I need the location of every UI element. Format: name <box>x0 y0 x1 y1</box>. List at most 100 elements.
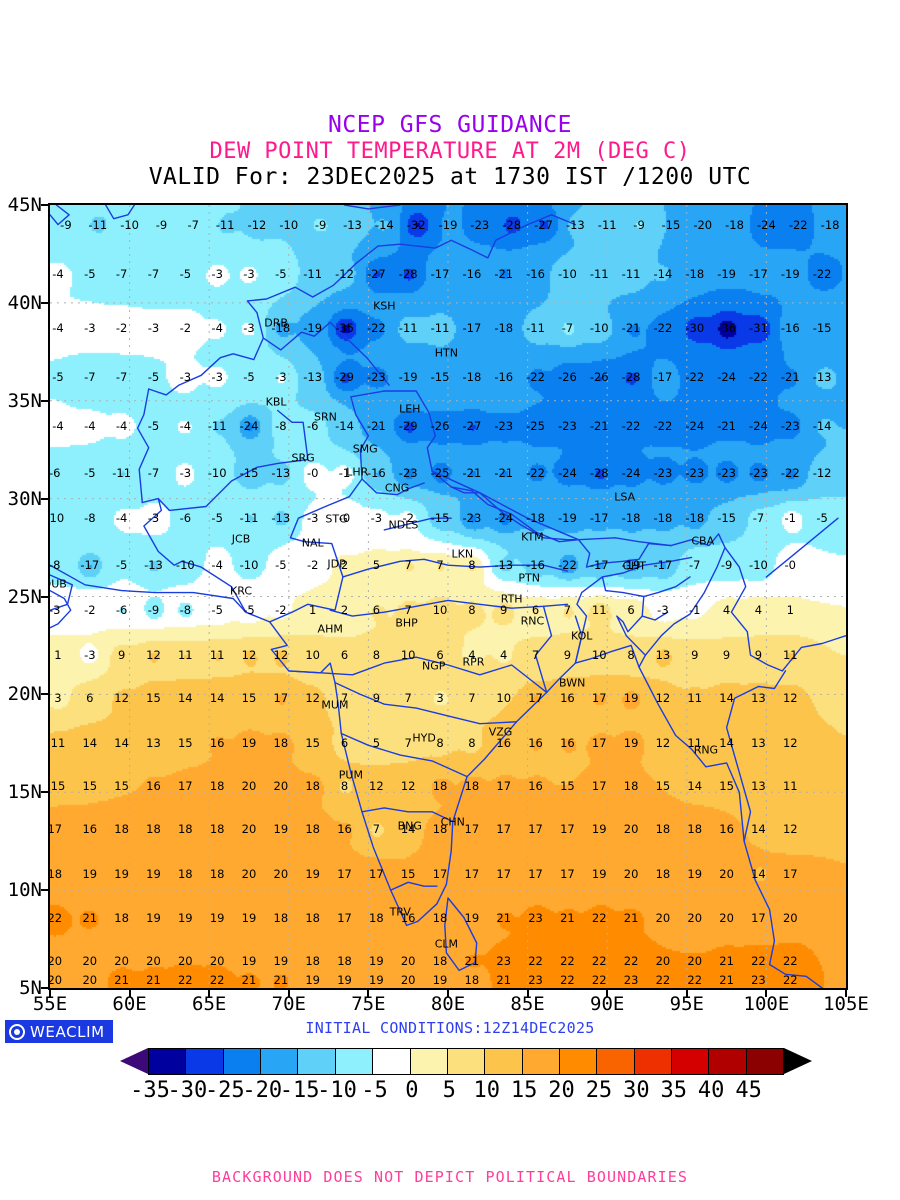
grid-value-label: 15 <box>400 867 416 882</box>
city-label: SRN <box>313 410 337 424</box>
grid-value-label: 19 <box>177 910 193 925</box>
grid-value-label: -19 <box>717 266 736 281</box>
grid-value-label: -15 <box>430 511 450 526</box>
grid-value-label: -3 <box>306 511 319 526</box>
grid-value-label: -18 <box>494 321 514 336</box>
city-label: NGP <box>421 659 446 673</box>
grid-value-label: 14 <box>209 691 225 706</box>
grid-value-label: -8 <box>275 419 287 434</box>
colorbar-tick-labels: -35 -30 -25 -20 -15 -10 -5 0 5 10 15 20 25 30 35 40 45 <box>120 1078 812 1104</box>
colorbar-tick: 35 <box>660 1078 688 1103</box>
grid-value-label: -29 <box>398 419 418 434</box>
colorbar-tick: 30 <box>623 1078 650 1103</box>
variable-title: DEW POINT TEMPERATURE AT 2M (DEG C) <box>209 138 691 164</box>
grid-value-label: 23 <box>528 973 543 988</box>
colorbar-cell-12 <box>597 1049 635 1074</box>
grid-value-label: 5 <box>372 558 381 573</box>
grid-value-label: -4 <box>84 419 96 434</box>
city-label: KTM <box>521 530 544 544</box>
grid-value-label: -2 <box>179 321 192 336</box>
grid-value-label: -3 <box>179 370 192 385</box>
grid-value-label: -4 <box>115 419 128 434</box>
grid-value-label: -15 <box>717 511 736 526</box>
grid-value-label: 23 <box>496 953 512 968</box>
grid-value-label: -23 <box>685 466 705 481</box>
grid-value-label: 10 <box>400 648 416 663</box>
city-label: DRB <box>264 316 288 330</box>
colorbar-tick: -10 <box>317 1078 357 1103</box>
grid-value-label: 15 <box>655 779 671 794</box>
grid-value-label: -22 <box>685 370 705 385</box>
grid-value-label: 17 <box>177 779 193 794</box>
city-label: NDLS <box>388 518 419 532</box>
city-label: RTH <box>500 592 523 606</box>
grid-value-label: 17 <box>591 691 607 706</box>
grid-value-label: 12 <box>400 779 416 794</box>
grid-value-label: -7 <box>561 321 574 336</box>
grid-value-label: -0 <box>784 558 796 573</box>
grid-value-label: -22 <box>526 466 545 481</box>
weaclim-logo-text: WEACLIM <box>30 1022 105 1041</box>
grid-value-label: 19 <box>273 953 289 968</box>
y-axis-tick <box>41 693 49 696</box>
grid-value-label: 21 <box>623 910 639 925</box>
grid-value-label: 7 <box>436 558 444 573</box>
grid-value-label: 16 <box>146 779 161 794</box>
grid-value-label: 1 <box>309 603 317 618</box>
grid-value-label: 18 <box>209 822 225 837</box>
grid-value-label: -12 <box>247 217 267 232</box>
grid-value-label: 16 <box>560 691 575 706</box>
grid-value-label: -14 <box>653 266 673 281</box>
colorbar-tick: 15 <box>510 1078 538 1103</box>
grid-value-label: 3 <box>54 691 62 706</box>
y-axis-tick-label: 45N <box>7 194 42 216</box>
grid-value-label: -24 <box>749 419 768 434</box>
grid-value-label: -21 <box>366 419 386 434</box>
grid-value-label: -3 <box>147 321 160 336</box>
colorbar-tick: 0 <box>405 1078 419 1103</box>
grid-value-label: 14 <box>687 779 703 794</box>
grid-value-label: -7 <box>84 370 96 385</box>
grid-value-label: -21 <box>494 266 514 281</box>
grid-value-label: -28 <box>621 370 641 385</box>
grid-value-label: -15 <box>239 466 259 481</box>
grid-value-label: -2 <box>84 603 96 618</box>
grid-value-label: 18 <box>432 822 448 837</box>
x-axis-tick-label: 100E <box>743 993 790 1015</box>
grid-value-label: 18 <box>369 910 384 925</box>
grid-value-label: -8 <box>49 558 61 573</box>
grid-value-label: 19 <box>369 973 384 988</box>
grid-value-label: 17 <box>496 867 512 882</box>
colorbar-cell-14 <box>672 1049 710 1074</box>
city-label: KBL <box>265 395 287 409</box>
grid-value-label: 20 <box>177 953 193 968</box>
initial-conditions-label: INITIAL CONDITIONS:12Z14DEC2025 <box>305 1019 595 1037</box>
grid-value-label: 22 <box>560 953 575 968</box>
grid-value-label: -11 <box>303 266 323 281</box>
grid-value-label: 17 <box>337 867 352 882</box>
grid-value-label: -11 <box>430 321 450 336</box>
grid-value-label: 19 <box>591 867 607 882</box>
grid-value-label: 6 <box>340 648 349 663</box>
weather-map-plot[interactable]: -9 -11 -10 -9 -7 -11 -12 -10 -9 -13 -14 -32 -19 -23 -2… <box>48 203 848 990</box>
grid-value-label: -23 <box>470 217 490 232</box>
city-label: LSA <box>614 490 636 504</box>
city-label: JCB <box>231 532 251 546</box>
grid-value-label: 15 <box>241 691 257 706</box>
city-label: LKN <box>451 547 474 561</box>
grid-value-label: -21 <box>494 466 514 481</box>
grid-value-label: 14 <box>400 822 416 837</box>
grid-value-label: 12 <box>241 648 257 663</box>
grid-value-label: 21 <box>496 910 512 925</box>
grid-value-label: -5 <box>275 558 287 573</box>
grid-value-label: 18 <box>655 822 671 837</box>
weaclim-logo[interactable]: WEACLIM <box>5 1020 113 1043</box>
grid-value-label: -28 <box>589 466 609 481</box>
grid-value-label: -19 <box>438 217 458 232</box>
grid-value-label: 17 <box>751 910 766 925</box>
city-label: KOL <box>571 629 593 643</box>
grid-value-label: -9 <box>633 217 645 232</box>
colorbar-over-arrow <box>784 1048 812 1074</box>
grid-value-label: 18 <box>432 953 448 968</box>
grid-value-label: -13 <box>343 217 362 232</box>
